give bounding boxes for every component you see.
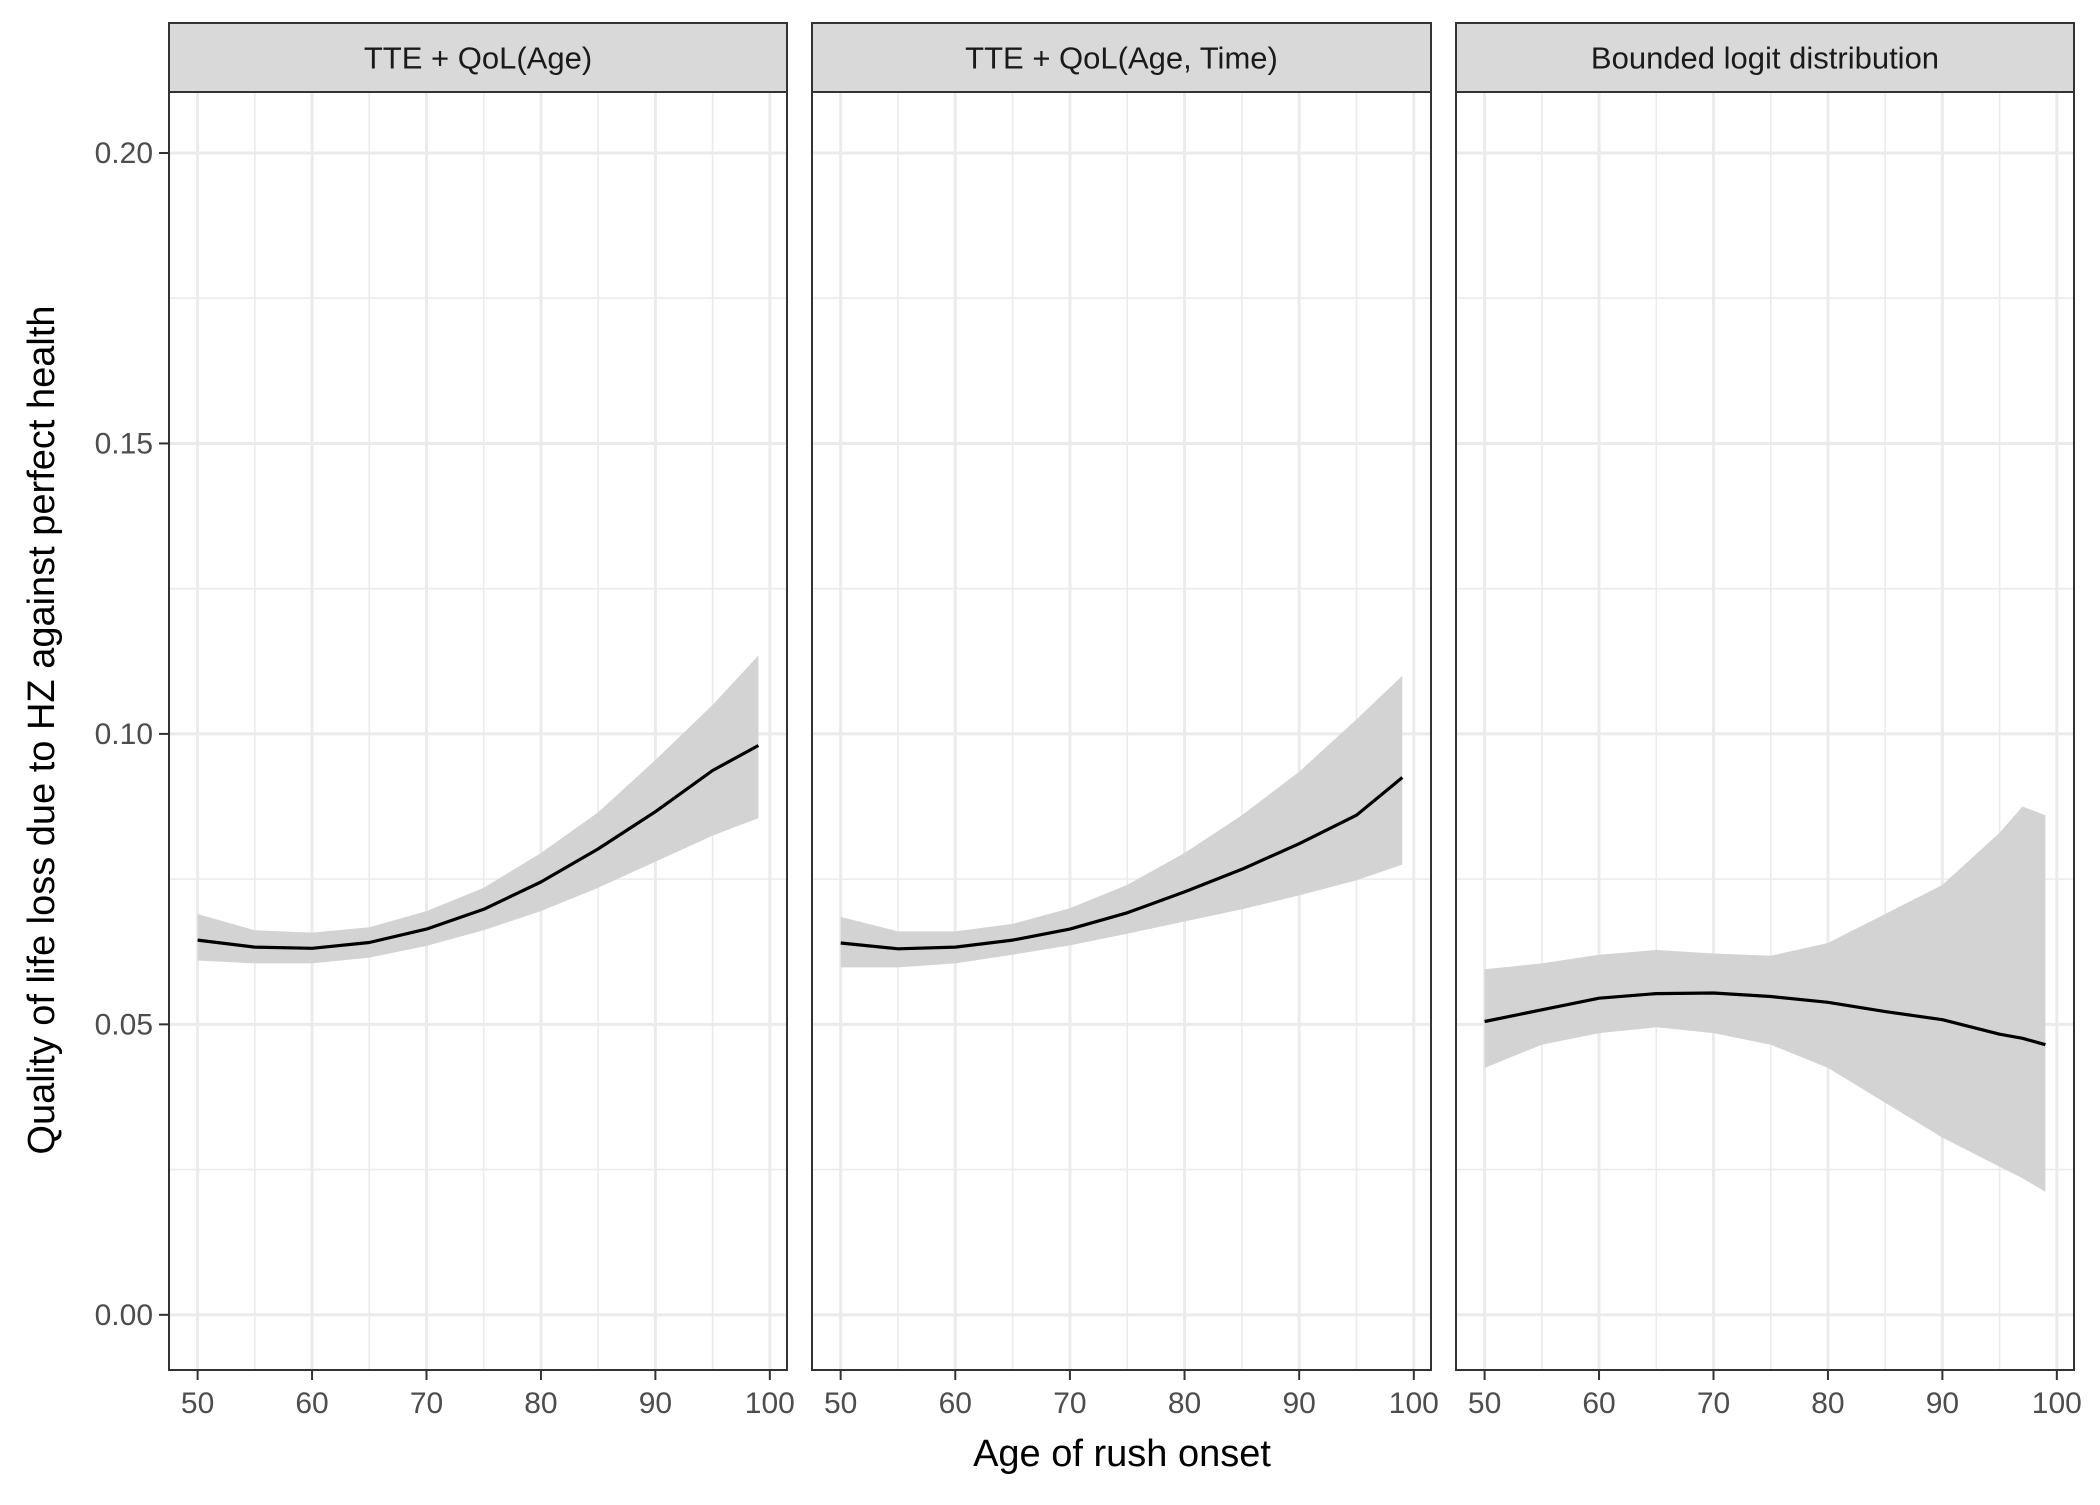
x-tick-label: 80 [1811,1387,1844,1420]
x-tick-label: 70 [410,1387,443,1420]
x-tick-label: 50 [824,1387,857,1420]
facet-strip-label: TTE + QoL(Age, Time) [965,41,1278,76]
facet-strip-label: TTE + QoL(Age) [364,41,592,76]
y-tick-label: 0.05 [95,1008,153,1041]
x-tick-label: 100 [1389,1387,1439,1420]
x-tick-label: 100 [2032,1387,2082,1420]
series-line [1484,991,2046,1047]
panel-background [169,92,787,1370]
x-tick-label: 50 [181,1387,214,1420]
confidence-ribbon [197,655,759,964]
facet-strip [811,22,1432,93]
x-tick-label: 60 [939,1387,972,1420]
x-tick-label: 70 [1053,1387,1086,1420]
panel-background [812,92,1431,1370]
panel-background [1456,92,2074,1370]
x-tick-label: 100 [745,1387,795,1420]
facet-strip [168,22,788,93]
x-tick-label: 90 [1282,1387,1315,1420]
x-tick-label: 70 [1697,1387,1730,1420]
x-tick-label: 80 [524,1387,557,1420]
confidence-ribbon [1484,806,2046,1192]
y-axis-label: Quality of life loss due to HZ against p… [21,305,63,1154]
y-tick-label: 0.10 [95,718,153,751]
x-tick-label: 90 [1926,1387,1959,1420]
facet-strip-label: Bounded logit distribution [1591,41,1939,76]
x-tick-label: 80 [1168,1387,1201,1420]
x-tick-label: 90 [639,1387,672,1420]
y-tick-label: 0.20 [95,137,153,170]
series-line [197,744,760,950]
series-line [840,776,1404,951]
x-axis-label: Age of rush onset [973,1433,1271,1475]
x-tick-label: 60 [1582,1387,1615,1420]
confidence-ribbon [840,675,1403,968]
x-tick-label: 60 [295,1387,328,1420]
x-tick-label: 50 [1468,1387,1501,1420]
y-tick-label: 0.00 [95,1299,153,1332]
y-tick-label: 0.15 [95,427,153,460]
facet-strip [1455,22,2075,93]
